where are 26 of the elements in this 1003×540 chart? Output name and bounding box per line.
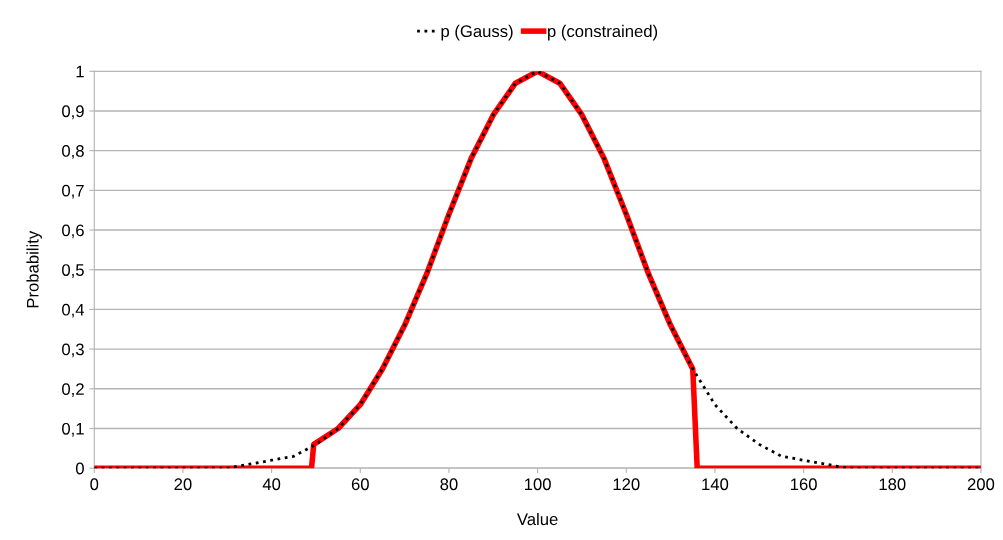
- y-tick-label: 0,2: [62, 383, 84, 397]
- legend-label: p (constrained): [548, 24, 658, 41]
- x-tick-label: 120: [613, 478, 640, 491]
- x-tick-label: 100: [524, 478, 551, 491]
- x-tick-label: 140: [702, 478, 729, 491]
- x-tick-label: 200: [967, 478, 995, 491]
- y-tick-label: 0,5: [62, 264, 84, 278]
- y-tick-label: 0,7: [62, 184, 84, 199]
- y-tick-label: 1: [76, 65, 84, 78]
- y-tick-label: 0,9: [62, 105, 84, 120]
- y-axis-title: Probability: [26, 230, 42, 308]
- y-tick-label: 0,8: [62, 145, 84, 159]
- y-tick-label: 0,6: [62, 224, 84, 239]
- x-tick-label: 20: [174, 478, 192, 491]
- y-tick-label: 0,3: [62, 343, 84, 358]
- x-axis-title: Value: [516, 512, 558, 526]
- x-tick-label: 80: [440, 478, 458, 491]
- x-tick-label: 160: [790, 478, 817, 491]
- y-tick-label: 0,4: [62, 303, 85, 318]
- x-tick-label: 180: [879, 478, 906, 491]
- x-tick-label: 60: [351, 478, 369, 491]
- legend-label: p (Gauss): [441, 24, 513, 41]
- y-tick-label: 0: [75, 462, 84, 475]
- x-tick-label: 40: [262, 478, 281, 491]
- y-tick-label: 0,1: [62, 422, 84, 437]
- x-tick-label: 0: [90, 478, 99, 491]
